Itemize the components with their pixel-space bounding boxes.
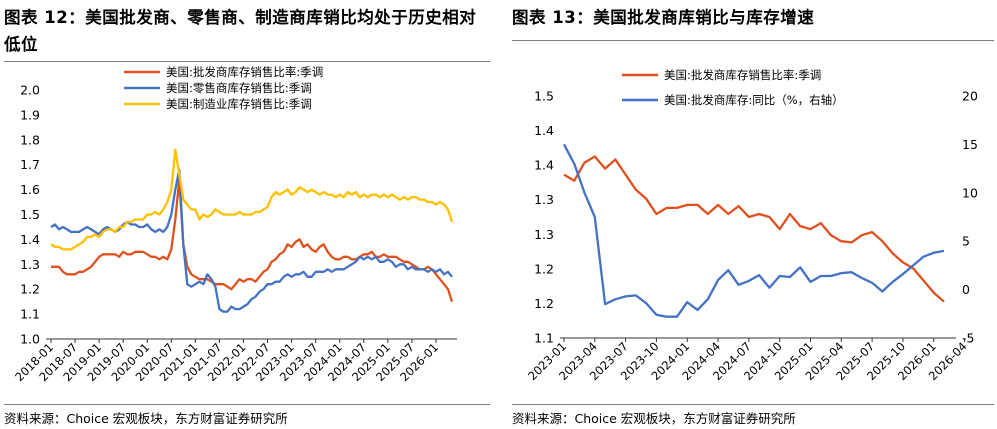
y-tick-label: 1.6 <box>20 182 40 197</box>
y-tick-label-left: 1.4 <box>534 123 554 138</box>
y-tick-label: 1.4 <box>20 232 40 247</box>
y-tick-label-right: 0 <box>962 282 970 297</box>
chart-title: 图表 13：美国批发商库销比与库存增速 <box>512 8 815 27</box>
y-tick-label-left: 1.1 <box>534 331 554 346</box>
series-line-1 <box>50 168 453 313</box>
legend-label-0: 美国:批发商库存销售比率:季调 <box>664 68 821 82</box>
y-tick-label: 1.2 <box>20 282 40 297</box>
source-divider <box>4 404 490 405</box>
y-tick-label-left: 1.2 <box>534 261 554 276</box>
y-tick-label: 2.0 <box>20 83 40 98</box>
y-tick-label-left: 1.3 <box>534 227 554 242</box>
series-line-0 <box>51 178 454 303</box>
title-divider <box>512 40 994 41</box>
y-tick-label-right: -5 <box>962 331 974 346</box>
y-tick-label: 1.8 <box>20 132 40 147</box>
y-tick-label-left: 1.3 <box>534 192 554 207</box>
legend-label-1: 美国:批发商库存:同比（%，右轴） <box>664 93 844 107</box>
y-tick-label: 1.7 <box>20 157 40 172</box>
legend-label-2: 美国:制造业库存销售比:季调 <box>166 97 312 111</box>
y-tick-label: 1.1 <box>20 307 40 322</box>
legend-label-1: 美国:零售商库存销售比:季调 <box>166 81 312 95</box>
series-line-2 <box>50 148 454 251</box>
y-tick-label-right: 5 <box>962 234 970 249</box>
series-line-0 <box>563 155 945 303</box>
series-line-1 <box>562 143 945 318</box>
legend-label-0: 美国:批发商库存销售比率:季调 <box>166 65 323 79</box>
y-tick-label-left: 1.5 <box>534 89 554 104</box>
line-chart-right: 1.11.21.21.31.31.41.41.5-5051015202023-0… <box>525 68 978 383</box>
line-chart-left: 1.01.11.21.31.41.51.61.71.81.92.02018-01… <box>12 65 457 384</box>
y-tick-label: 1.3 <box>20 257 40 272</box>
y-tick-label-right: 20 <box>962 89 978 104</box>
y-tick-label-left: 1.4 <box>534 158 554 173</box>
source-note: 资料来源：Choice 宏观板块，东方财富证券研究所 <box>512 411 796 426</box>
title-divider <box>4 61 490 62</box>
chart-panel-wholesale-ratio-and-growth: 图表 13：美国批发商库销比与库存增速 1.1 1.2 1.2 1.3 1.3 1.4 1.… <box>508 0 997 429</box>
source-divider <box>512 404 994 405</box>
chart-title: 图表 12：美国批发商、零售商、制造商库销比均处于历史相对低位 <box>4 8 477 54</box>
y-tick-label-right: 10 <box>962 185 978 200</box>
y-tick-label: 1.5 <box>20 207 40 222</box>
y-tick-label-right: 15 <box>962 137 978 152</box>
source-note: 资料来源：Choice 宏观板块，东方财富证券研究所 <box>4 411 288 426</box>
y-tick-label: 1.9 <box>20 107 40 122</box>
y-tick-label: 1.0 <box>20 332 40 347</box>
y-tick-label-left: 1.2 <box>534 296 554 311</box>
chart-panel-inventory-sales-ratios: 图表 12：美国批发商、零售商、制造商库销比均处于历史相对低位 1.0 1.1 1.… <box>0 0 493 429</box>
